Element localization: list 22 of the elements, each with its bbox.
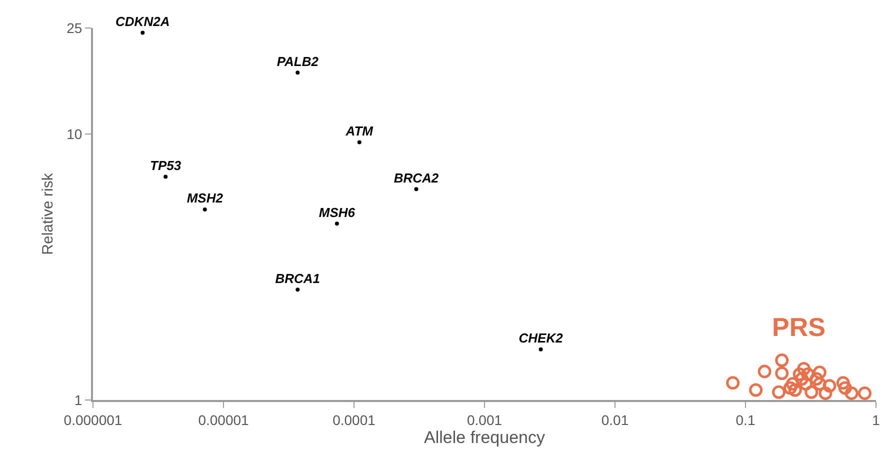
data-label: ATM — [344, 124, 374, 139]
y-tick-label: 10 — [66, 126, 82, 142]
x-tick-label: 0.0001 — [332, 412, 376, 428]
data-label: CDKN2A — [116, 14, 170, 29]
x-tick-label: 0.1 — [736, 412, 756, 428]
data-label: MSH6 — [318, 204, 356, 220]
data-label: BRCA1 — [275, 270, 320, 286]
y-tick-label: 25 — [66, 20, 82, 36]
x-axis-title: Allele frequency — [424, 428, 546, 447]
x-tick-label: 0.000001 — [64, 412, 122, 428]
x-tick-label: 0.00001 — [198, 412, 250, 428]
data-label: CHEK2 — [518, 330, 564, 346]
x-tick-label: 1 — [872, 412, 880, 428]
data-label: BRCA2 — [394, 170, 440, 186]
x-tick-label: 0.001 — [466, 412, 502, 428]
data-label: PALB2 — [276, 54, 320, 69]
y-axis-title: Relative risk — [39, 172, 56, 255]
x-tick-label: 0.01 — [601, 412, 629, 428]
series-label: PRS — [772, 312, 826, 342]
data-label: TP53 — [150, 158, 182, 174]
y-tick-label: 1 — [74, 392, 82, 408]
data-label: MSH2 — [186, 190, 224, 206]
